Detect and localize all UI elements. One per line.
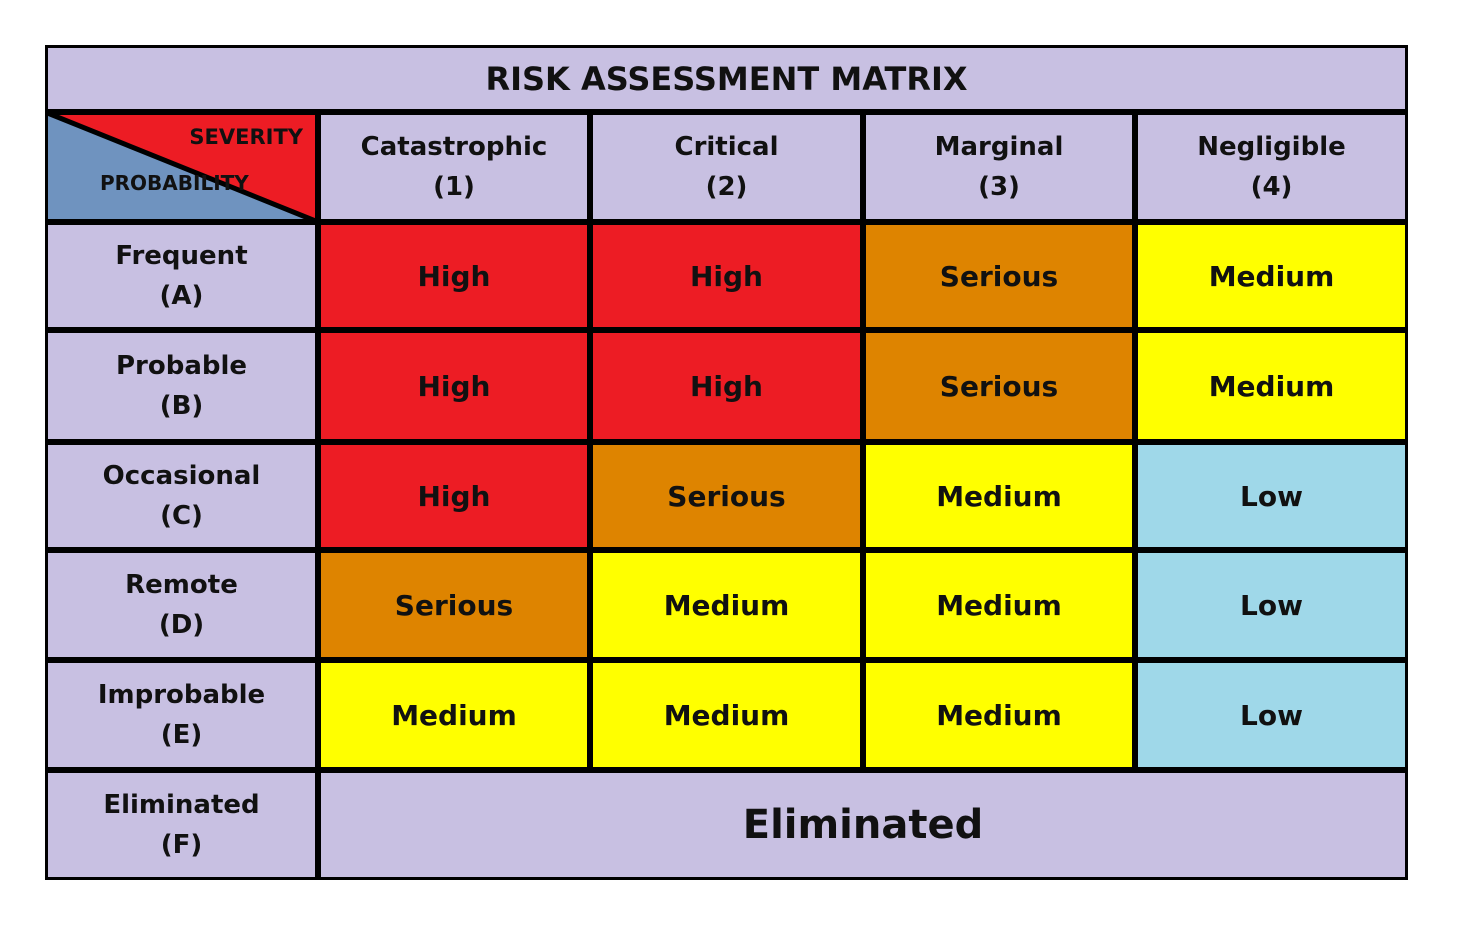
probability-name: Eliminated <box>103 790 260 820</box>
risk-cell: High <box>318 330 590 442</box>
risk-cell: High <box>318 442 590 550</box>
risk-level: High <box>417 259 491 293</box>
risk-level: Serious <box>939 369 1059 403</box>
row-header: Probable (B) <box>45 330 318 442</box>
severity-label: SEVERITY <box>189 125 303 149</box>
risk-level: Medium <box>1208 369 1335 403</box>
risk-cell: Medium <box>863 442 1135 550</box>
probability-code: (E) <box>160 720 203 750</box>
risk-level: Medium <box>936 588 1062 622</box>
risk-cell: Medium <box>1135 222 1408 330</box>
severity-code: (3) <box>978 172 1020 202</box>
risk-level: Low <box>1240 698 1303 732</box>
risk-level: High <box>689 369 763 403</box>
severity-name: Catastrophic <box>360 132 548 162</box>
probability-code: (D) <box>158 610 205 640</box>
risk-level: Low <box>1240 479 1303 513</box>
risk-cell: Medium <box>1135 330 1408 442</box>
severity-code: (4) <box>1250 172 1293 202</box>
risk-level: High <box>689 259 763 293</box>
risk-cell: Medium <box>318 660 590 770</box>
probability-code: (A) <box>159 281 204 311</box>
row-header: Frequent (A) <box>45 222 318 330</box>
row-header: Improbable (E) <box>45 660 318 770</box>
risk-level: Medium <box>936 479 1062 513</box>
risk-level: Medium <box>663 588 790 622</box>
probability-name: Improbable <box>97 680 266 710</box>
risk-cell: Serious <box>863 222 1135 330</box>
risk-level: High <box>417 479 491 513</box>
probability-name: Remote <box>125 570 238 600</box>
column-header: Negligible (4) <box>1135 112 1408 222</box>
title: RISK ASSESSMENT MATRIX <box>485 59 968 98</box>
severity-name: Negligible <box>1197 132 1346 162</box>
risk-cell: Low <box>1135 660 1408 770</box>
risk-level: Medium <box>391 698 517 732</box>
risk-cell: Serious <box>318 550 590 660</box>
severity-code: (1) <box>433 172 475 202</box>
column-header: Catastrophic (1) <box>318 112 590 222</box>
probability-name: Occasional <box>102 461 261 491</box>
probability-name: Probable <box>115 351 248 381</box>
row-header: Eliminated (F) <box>45 770 318 880</box>
severity-code: (2) <box>705 172 748 202</box>
corner-cell: SEVERITY PROBABILITY <box>45 112 318 222</box>
probability-code: (B) <box>159 391 204 421</box>
eliminated-cell: Eliminated <box>318 770 1408 880</box>
probability-label: PROBABILITY <box>100 171 249 195</box>
risk-cell: Medium <box>590 550 863 660</box>
risk-cell: High <box>590 330 863 442</box>
title-bar: RISK ASSESSMENT MATRIX <box>45 45 1408 112</box>
risk-level: Serious <box>667 479 786 513</box>
severity-name: Critical <box>674 132 779 162</box>
risk-cell: Serious <box>863 330 1135 442</box>
risk-cell: Medium <box>863 660 1135 770</box>
column-header: Critical (2) <box>590 112 863 222</box>
risk-level: Serious <box>394 588 514 622</box>
risk-cell: High <box>590 222 863 330</box>
probability-code: (F) <box>160 830 203 860</box>
risk-level: Medium <box>663 698 790 732</box>
risk-level: Serious <box>939 259 1059 293</box>
probability-name: Frequent <box>115 241 248 271</box>
column-header: Marginal (3) <box>863 112 1135 222</box>
risk-level: Medium <box>1208 259 1335 293</box>
row-header: Remote (D) <box>45 550 318 660</box>
diagonal <box>45 112 318 222</box>
risk-cell: Serious <box>590 442 863 550</box>
risk-cell: High <box>318 222 590 330</box>
row-header: Occasional (C) <box>45 442 318 550</box>
probability-code: (C) <box>160 501 203 531</box>
corner-border <box>45 112 318 222</box>
risk-level: Medium <box>936 698 1062 732</box>
risk-cell: Low <box>1135 550 1408 660</box>
risk-cell: Low <box>1135 442 1408 550</box>
risk-level: Eliminated <box>742 802 984 848</box>
risk-level: Low <box>1240 588 1303 622</box>
severity-name: Marginal <box>934 132 1064 162</box>
risk-cell: Medium <box>863 550 1135 660</box>
risk-level: High <box>417 369 491 403</box>
risk-cell: Medium <box>590 660 863 770</box>
